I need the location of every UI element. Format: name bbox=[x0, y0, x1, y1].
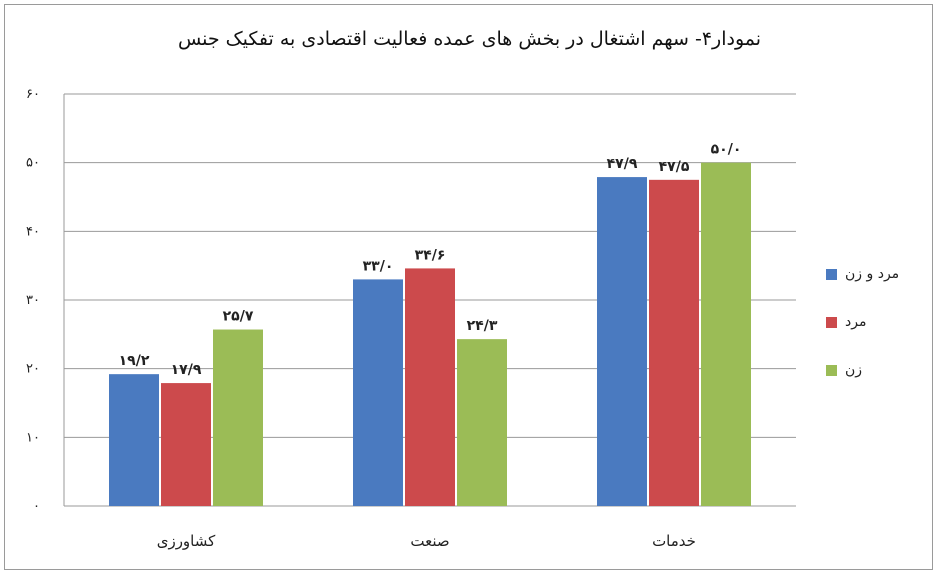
category-label-2: خدمات bbox=[652, 532, 696, 550]
bar-1-0 bbox=[353, 279, 403, 506]
y-tick-label-40: ۴۰ bbox=[26, 224, 40, 239]
data-label-2-2: ۵۰/۰ bbox=[711, 142, 742, 158]
data-labels: ۱۹/۲ ۱۷/۹ ۲۵/۷ ۳۳/۰ ۳۴/۶ ۲۴/۳ ۴۷/۹ ۴۷/۵ ۵۰/۰ bbox=[119, 142, 742, 378]
y-tick-label-10: ۱۰ bbox=[26, 430, 40, 445]
bar-0-2 bbox=[213, 329, 263, 506]
legend-item-series-0: مرد و زن bbox=[826, 262, 926, 286]
legend-label-2: زن bbox=[845, 362, 863, 378]
bar-1-2 bbox=[457, 339, 507, 506]
bar-2-2 bbox=[701, 162, 751, 506]
bars bbox=[109, 162, 751, 507]
data-label-1-1: ۳۴/۶ bbox=[415, 247, 446, 263]
legend-item-series-1: مرد bbox=[826, 310, 926, 334]
data-label-0-1: ۱۷/۹ bbox=[171, 362, 202, 378]
bar-0-0 bbox=[109, 374, 159, 506]
bar-2-1 bbox=[649, 179, 699, 507]
legend-swatch-2 bbox=[826, 364, 837, 376]
y-tick-label-30: ۳۰ bbox=[26, 293, 40, 308]
category-label-1: صنعت bbox=[410, 532, 449, 550]
y-axis-ticks: ۰ ۱۰ ۲۰ ۳۰ ۴۰ ۵۰ ۶۰ bbox=[26, 87, 40, 514]
legend-swatch-0 bbox=[826, 268, 837, 280]
bar-1-1 bbox=[405, 268, 455, 506]
y-tick-label-60: ۶۰ bbox=[26, 87, 40, 102]
chart-title: نمودار۴- سهم اشتغال در بخش های عمده فعال… bbox=[177, 28, 762, 50]
y-tick-label-0: ۰ bbox=[33, 499, 40, 514]
data-label-2-0: ۴۷/۹ bbox=[607, 156, 638, 172]
data-label-1-2: ۲۴/۳ bbox=[467, 318, 498, 334]
data-label-1-0: ۳۳/۰ bbox=[363, 258, 394, 274]
data-label-0-0: ۱۹/۲ bbox=[119, 353, 150, 369]
legend-label-1: مرد bbox=[845, 314, 867, 330]
y-tick-label-50: ۵۰ bbox=[26, 156, 40, 171]
bar-0-1 bbox=[161, 383, 211, 506]
bar-2-0 bbox=[597, 177, 647, 506]
category-label-0: کشاورزی bbox=[157, 532, 216, 550]
legend-item-series-2: زن bbox=[826, 358, 926, 382]
legend: مرد و زن مرد زن bbox=[826, 262, 926, 406]
category-labels: کشاورزی صنعت خدمات bbox=[157, 532, 696, 550]
data-label-0-2: ۲۵/۷ bbox=[223, 309, 254, 325]
y-tick-label-20: ۲۰ bbox=[26, 362, 40, 377]
legend-label-0: مرد و زن bbox=[845, 266, 900, 282]
data-label-2-1: ۴۷/۵ bbox=[659, 159, 690, 175]
legend-swatch-1 bbox=[826, 316, 837, 328]
